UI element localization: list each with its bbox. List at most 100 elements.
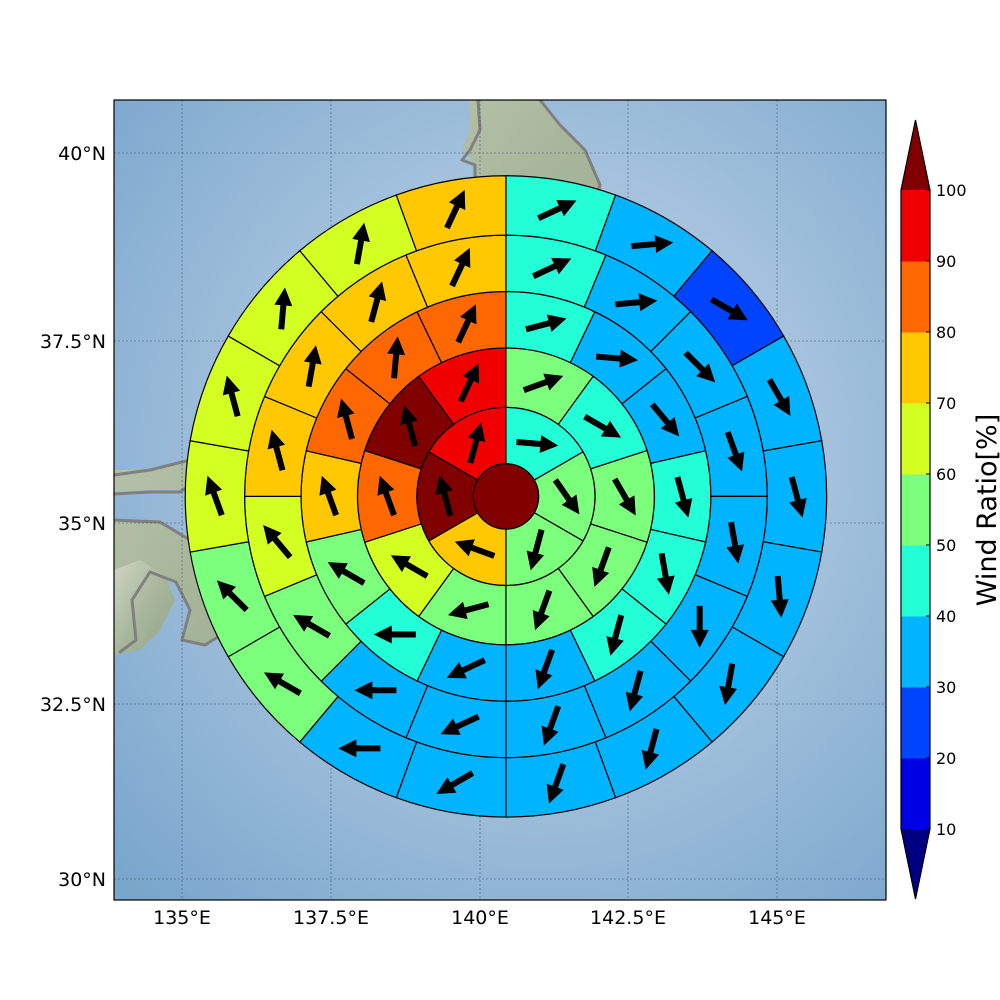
wind-arrows	[0, 0, 807, 804]
wind-arrow	[525, 314, 567, 333]
wind-arrow	[0, 0, 9, 20]
y-tick-label: 35°N	[58, 513, 106, 535]
wind-arrow	[368, 281, 387, 323]
colorbar-bin	[901, 474, 930, 546]
wind-arrow	[0, 0, 9, 20]
colorbar-tick-label: 90	[936, 252, 956, 271]
colorbar-bin	[901, 545, 930, 617]
colorbar-bin	[901, 687, 930, 759]
wind-arrow	[0, 0, 9, 20]
wind-arrow	[0, 0, 9, 20]
wind-arrow	[293, 614, 331, 639]
colorbar-min-extend	[901, 829, 930, 899]
x-tick-label: 137.5°E	[293, 907, 369, 929]
wind-arrow	[522, 373, 564, 394]
wind-arrow	[541, 705, 562, 746]
wind-arrow	[455, 304, 477, 344]
wind-arrow	[454, 539, 496, 559]
wind-arrow	[0, 0, 9, 20]
x-tick-label: 145°E	[748, 907, 806, 929]
wind-arrow	[535, 648, 555, 690]
wind-arrow	[0, 0, 9, 20]
wind-arrow	[683, 350, 716, 383]
colorbar-label: Wind Ratio[%]	[972, 414, 1000, 606]
colorbar-bin	[901, 758, 930, 830]
colorbar-tick-label: 20	[936, 749, 956, 768]
center-disk	[472, 463, 540, 530]
wind-arrow	[337, 398, 355, 440]
wind-arrow	[724, 431, 745, 472]
x-tick-label: 142.5°E	[590, 907, 666, 929]
wind-arrow	[263, 672, 302, 696]
wind-arrow	[222, 375, 241, 417]
wind-arrow	[0, 0, 9, 20]
wind-arrow	[674, 476, 693, 518]
wind-arrow	[516, 435, 559, 454]
wind-arrow	[0, 0, 9, 20]
colorbar: 10 20 30 40 50 60 70 80 90 100 Wind Ratio[%]	[900, 119, 1000, 900]
x-tick-label: 140°E	[451, 907, 509, 929]
wind-arrow	[205, 475, 225, 517]
wind-arrow	[0, 0, 9, 20]
wind-arrow	[0, 0, 9, 20]
wind-arrow	[400, 405, 418, 447]
wind-arrow	[444, 189, 466, 230]
wind-arrow	[595, 349, 639, 368]
wind-arrow	[0, 0, 9, 20]
wind-arrow	[267, 429, 286, 471]
colorbar-tick-label: 40	[936, 607, 956, 626]
colorbar-bin	[901, 403, 930, 475]
colorbar-tick-label: 60	[936, 465, 956, 484]
wind-arrow	[612, 477, 636, 516]
wind-arrow	[0, 0, 9, 20]
y-tick-label: 37.5°N	[40, 331, 106, 353]
wind-arrow	[387, 336, 406, 379]
wind-arrow	[641, 728, 660, 770]
colorbar-max-extend	[901, 120, 930, 190]
wind-arrow	[583, 414, 622, 438]
wind-arrow	[532, 589, 553, 631]
wind-arrow	[592, 546, 612, 587]
wind-arrow	[537, 199, 577, 221]
wind-arrow	[0, 0, 9, 20]
wind-arrow	[319, 475, 339, 517]
wind-arrow	[770, 575, 789, 618]
wind-arrow	[338, 739, 381, 758]
wind-arrow	[552, 478, 580, 515]
wind-arrow	[390, 555, 429, 579]
wind-arrow	[0, 0, 9, 20]
wind-arrow	[327, 562, 366, 586]
wind-arrow	[440, 713, 480, 735]
wind-arrow	[0, 0, 9, 20]
wind-arrow	[0, 0, 9, 20]
colorbar-tick-label: 50	[936, 536, 956, 555]
colorbar-bin	[901, 332, 930, 404]
wind-arrow	[0, 0, 9, 20]
wind-arrow	[532, 257, 572, 279]
x-tick-label: 135°E	[153, 907, 211, 929]
wind-arrow	[447, 601, 490, 620]
wind-arrow	[373, 625, 416, 644]
wind-arrow	[690, 605, 709, 648]
y-tick-label: 30°N	[58, 869, 106, 891]
wind-arrow	[303, 345, 322, 388]
colorbar-tick-label: 70	[936, 394, 956, 413]
colorbar-bin	[901, 190, 930, 262]
wind-arrow	[0, 0, 9, 20]
colorbar-bin	[901, 261, 930, 333]
wind-arrow	[615, 293, 658, 312]
wind-arrow	[726, 521, 745, 564]
land-shikoku	[114, 560, 175, 655]
wind-arrow	[0, 0, 9, 20]
colorbar-tick-label: 10	[936, 820, 956, 839]
wind-arrow	[0, 0, 9, 20]
wind-arrow	[446, 657, 486, 679]
wind-arrow	[377, 475, 397, 517]
wind-arrow	[0, 0, 9, 20]
wind-arrow	[788, 476, 807, 518]
wind-arrow	[631, 235, 674, 254]
y-tick-label: 40°N	[58, 143, 106, 165]
wind-arrow	[625, 670, 644, 712]
wind-arrow	[352, 222, 370, 265]
